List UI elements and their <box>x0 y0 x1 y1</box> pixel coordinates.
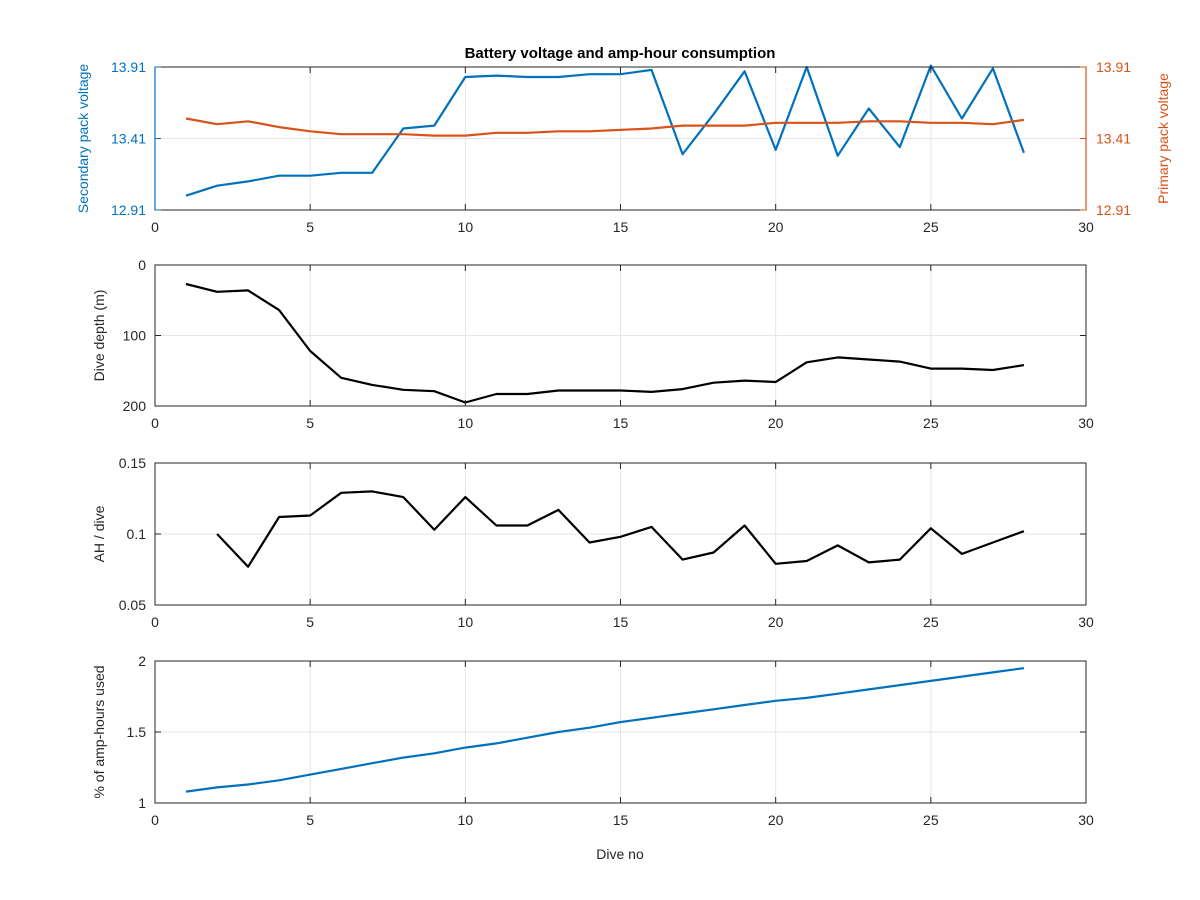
y-axis-label: AH / dive <box>91 505 107 562</box>
x-tick-label: 10 <box>458 219 474 235</box>
series-line-1 <box>185 282 1025 404</box>
x-tick-label: 5 <box>306 812 314 828</box>
y-tick-label: 200 <box>123 398 147 414</box>
subplot-3: 0 5 10 15 20 25 30 0.05 0.1 0.15 AH / dive <box>91 455 1094 630</box>
x-tick-label: 5 <box>306 219 314 235</box>
x-tick-label: 30 <box>1078 614 1094 630</box>
x-tick-label: 20 <box>768 415 784 431</box>
series-line-1 <box>185 64 1025 197</box>
subplot-1: 0 5 10 15 20 25 3012.9113.4113.9112.9113.4113.… <box>75 59 1171 235</box>
x-tick-label: 30 <box>1078 415 1094 431</box>
y-right-axis-label: Primary pack voltage <box>1155 73 1171 204</box>
x-tick-label: 20 <box>768 614 784 630</box>
y-right-tick-label: 13.41 <box>1096 131 1131 147</box>
x-tick-label: 25 <box>923 219 939 235</box>
x-tick-label: 25 <box>923 415 939 431</box>
x-tick-label: 25 <box>923 812 939 828</box>
x-tick-label: 10 <box>458 614 474 630</box>
y-right-tick-label: 13.91 <box>1096 59 1131 75</box>
x-tick-label: 15 <box>613 614 629 630</box>
x-tick-label: 30 <box>1078 219 1094 235</box>
y-tick-label: 100 <box>123 328 147 344</box>
subplot-4: 0 5 10 15 20 25 30 1 1.5 2 % of amp-hours used <box>91 653 1094 828</box>
x-tick-label: 0 <box>151 614 159 630</box>
y-right-tick-label: 12.91 <box>1096 202 1131 218</box>
y-axis-label: Dive depth (m) <box>91 290 107 382</box>
y-tick-label: 0.15 <box>119 455 146 471</box>
x-tick-label: 0 <box>151 219 159 235</box>
x-tick-label: 0 <box>151 415 159 431</box>
y-tick-label: 1 <box>138 795 146 811</box>
x-tick-label: 15 <box>613 219 629 235</box>
y-tick-label: 0 <box>138 257 146 273</box>
x-tick-label: 15 <box>613 415 629 431</box>
series-line-1 <box>216 490 1025 568</box>
x-tick-label: 20 <box>768 219 784 235</box>
x-tick-label: 0 <box>151 812 159 828</box>
x-tick-label: 10 <box>458 415 474 431</box>
y-tick-label: 2 <box>138 653 146 669</box>
x-tick-label: 5 <box>306 614 314 630</box>
y-tick-label: 12.91 <box>111 202 146 218</box>
x-tick-label: 20 <box>768 812 784 828</box>
x-tick-label: 30 <box>1078 812 1094 828</box>
y-axis-label: Secondary pack voltage <box>75 64 91 214</box>
x-axis-label: Dive no <box>596 846 644 862</box>
y-tick-label: 13.91 <box>111 59 146 75</box>
y-tick-label: 1.5 <box>127 724 147 740</box>
y-tick-label: 0.05 <box>119 597 146 613</box>
x-tick-label: 15 <box>613 812 629 828</box>
figure-title: Battery voltage and amp-hour consumption <box>465 45 776 62</box>
series-line-2 <box>185 117 1025 137</box>
subplot-panels: 0 5 10 15 20 25 3012.9113.4113.9112.9113.4113.… <box>75 59 1171 828</box>
x-tick-label: 10 <box>458 812 474 828</box>
subplot-2: 0 5 10 15 20 25 30 0 100 200 Dive depth (m) <box>91 257 1094 431</box>
y-tick-label: 0.1 <box>127 526 147 542</box>
y-axis-label: % of amp-hours used <box>91 665 107 798</box>
x-tick-label: 5 <box>306 415 314 431</box>
y-tick-label: 13.41 <box>111 131 146 147</box>
x-tick-label: 25 <box>923 614 939 630</box>
series-line-1 <box>185 667 1025 793</box>
